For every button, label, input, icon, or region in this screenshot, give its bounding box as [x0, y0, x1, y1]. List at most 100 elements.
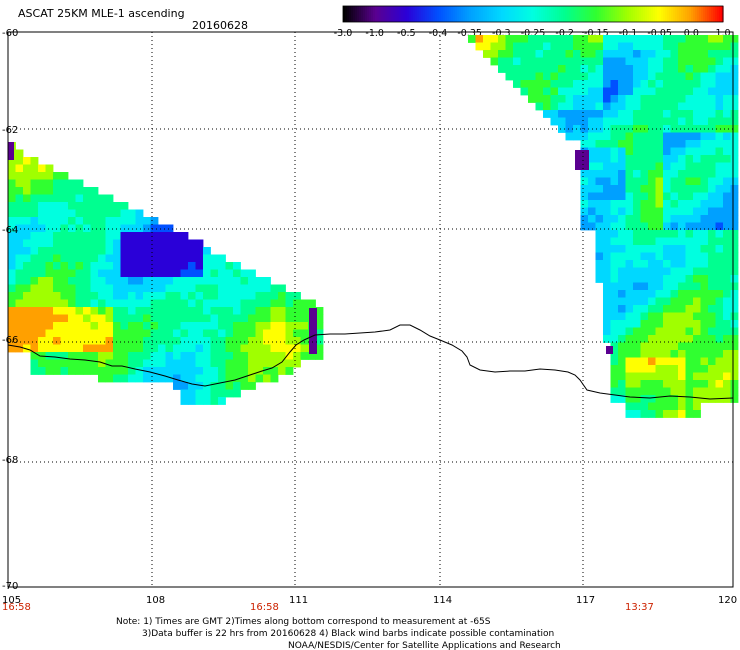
data-pixel	[700, 290, 709, 298]
data-pixel	[83, 299, 91, 308]
data-pixel	[633, 87, 641, 96]
data-pixel	[663, 110, 671, 118]
data-pixel	[723, 230, 731, 238]
data-pixel	[618, 162, 626, 171]
data-pixel	[685, 102, 694, 111]
data-pixel	[105, 239, 114, 248]
data-pixel	[158, 299, 166, 308]
data-pixel	[513, 65, 521, 73]
data-pixel	[640, 117, 649, 126]
data-pixel	[723, 57, 731, 66]
data-pixel	[625, 305, 634, 313]
data-pixel	[610, 297, 619, 306]
data-pixel	[113, 254, 121, 263]
data-pixel	[693, 312, 701, 321]
data-pixel	[90, 194, 99, 203]
data-pixel	[203, 389, 211, 398]
data-pixel	[700, 200, 709, 208]
data-pixel	[68, 209, 76, 218]
data-pixel	[98, 367, 106, 375]
data-pixel	[730, 102, 739, 111]
data-pixel	[75, 262, 84, 270]
data-pixel	[218, 269, 226, 278]
data-pixel	[15, 307, 24, 315]
data-pixel	[603, 320, 611, 328]
data-pixel	[685, 335, 694, 343]
data-pixel	[648, 80, 656, 88]
data-pixel	[655, 125, 664, 133]
data-pixel	[113, 367, 121, 375]
data-pixel	[8, 254, 16, 263]
data-pixel	[490, 57, 499, 66]
data-pixel	[693, 102, 701, 111]
data-pixel	[293, 337, 301, 345]
data-pixel	[8, 194, 16, 203]
data-pixel	[678, 365, 686, 373]
data-pixel	[195, 344, 204, 353]
data-pixel	[693, 282, 701, 291]
data-pixel	[670, 177, 679, 186]
data-pixel	[700, 57, 709, 66]
data-pixel	[195, 389, 204, 398]
data-pixel	[708, 42, 716, 51]
data-pixel	[68, 367, 76, 375]
data-pixel	[233, 374, 241, 383]
data-pixel	[60, 284, 69, 293]
data-pixel	[723, 35, 731, 43]
data-pixel	[53, 344, 61, 353]
data-pixel	[685, 237, 694, 246]
data-pixel	[573, 72, 581, 81]
data-pixel	[248, 337, 256, 345]
data-pixel	[513, 57, 521, 66]
data-pixel	[670, 282, 679, 291]
data-pixel	[685, 155, 694, 163]
data-pixel	[595, 252, 604, 261]
colorbar-swatch	[699, 6, 702, 22]
data-pixel	[90, 307, 99, 315]
data-pixel	[633, 357, 641, 366]
data-pixel	[648, 365, 656, 373]
data-pixel	[8, 209, 16, 218]
data-pixel	[263, 359, 271, 368]
data-pixel	[655, 380, 664, 388]
data-pixel	[610, 155, 619, 163]
data-pixel	[580, 35, 589, 43]
data-pixel	[663, 185, 671, 193]
colorbar-label: -0.4	[429, 28, 448, 39]
data-pixel	[218, 314, 226, 323]
data-pixel	[173, 292, 181, 300]
data-pixel	[520, 57, 529, 66]
data-pixel	[60, 172, 69, 180]
data-pixel	[550, 42, 559, 51]
colorbar-swatch	[719, 6, 722, 22]
data-pixel	[218, 344, 226, 353]
data-pixel	[105, 209, 114, 218]
data-pixel	[83, 359, 91, 368]
data-pixel	[53, 352, 61, 360]
data-pixel	[663, 125, 671, 133]
data-pixel	[633, 177, 641, 186]
data-pixel	[678, 207, 686, 216]
data-pixel	[640, 102, 649, 111]
data-pixel	[723, 72, 731, 81]
data-pixel	[558, 72, 566, 81]
data-pixel	[730, 305, 739, 313]
data-pixel	[663, 42, 671, 51]
data-pixel	[715, 140, 724, 148]
data-pixel	[580, 222, 589, 231]
data-pixel	[150, 337, 159, 345]
data-pixel	[90, 284, 99, 293]
x-tick-label: 108	[146, 595, 165, 606]
data-pixel	[723, 282, 731, 291]
data-pixel	[68, 239, 76, 248]
data-pixel	[120, 217, 129, 225]
data-pixel	[640, 80, 649, 88]
data-pixel	[700, 185, 709, 193]
data-pixel	[210, 359, 219, 368]
data-pixel	[610, 282, 619, 291]
data-pixel	[203, 247, 211, 255]
data-pixel	[128, 209, 136, 218]
data-pixel	[225, 284, 234, 293]
data-pixel	[715, 282, 724, 291]
data-pixel	[723, 267, 731, 276]
